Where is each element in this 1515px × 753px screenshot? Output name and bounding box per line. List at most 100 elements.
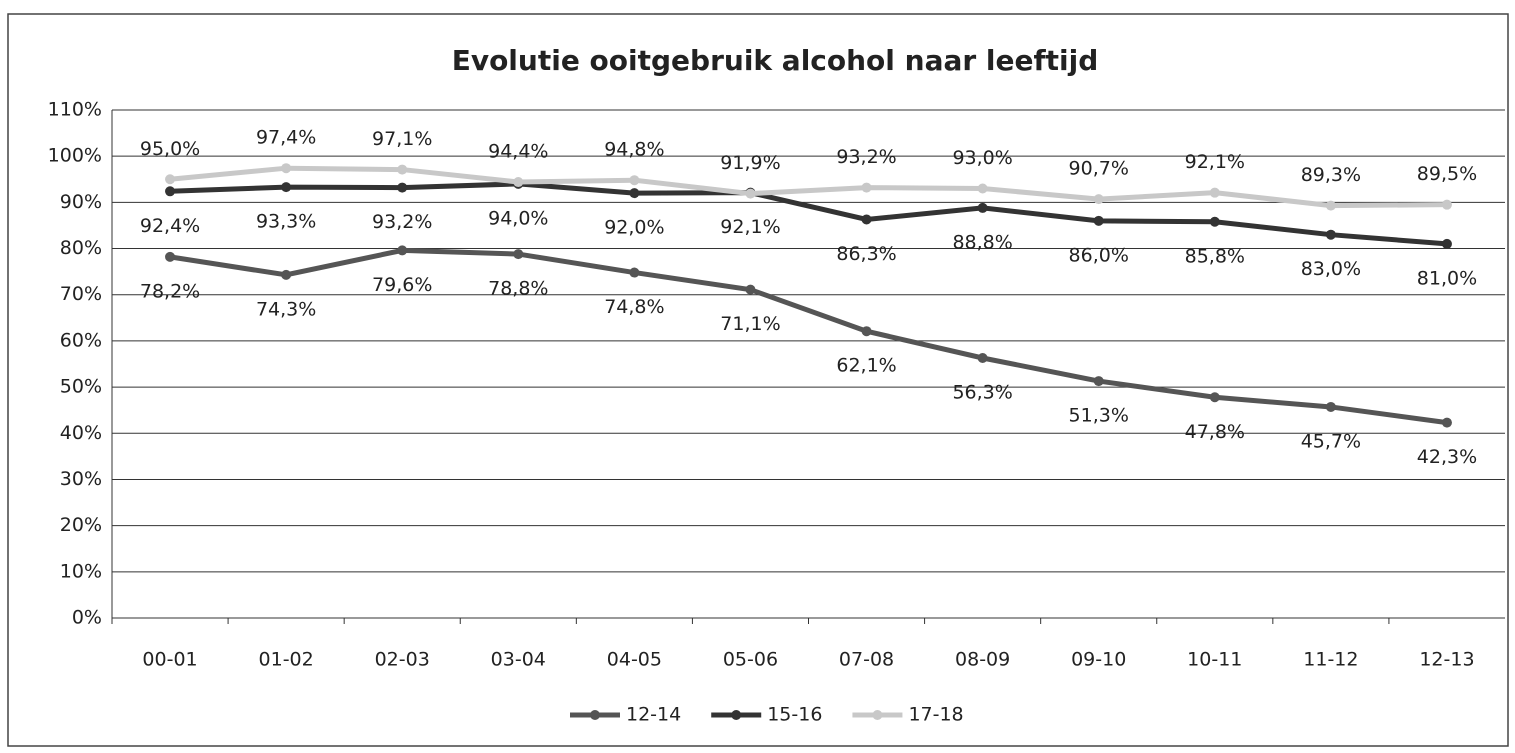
data-point — [1441, 199, 1452, 210]
y-tick-label: 90% — [60, 191, 102, 213]
data-point — [513, 249, 524, 260]
data-label: 42,3% — [1417, 446, 1477, 468]
data-point — [397, 164, 408, 175]
data-label: 95,0% — [140, 138, 200, 160]
data-label: 92,1% — [1185, 151, 1245, 173]
data-label: 92,4% — [140, 215, 200, 237]
x-tick-label: 02-03 — [375, 649, 430, 671]
data-label: 71,1% — [720, 313, 780, 335]
legend-marker — [590, 710, 600, 720]
y-tick-label: 110% — [48, 99, 102, 121]
data-label: 97,1% — [372, 128, 432, 150]
data-point — [1093, 215, 1104, 226]
data-label: 74,3% — [256, 298, 316, 320]
data-point — [397, 245, 408, 256]
x-tick-label: 07-08 — [839, 649, 894, 671]
data-label: 89,5% — [1417, 163, 1477, 185]
x-tick-label: 01-02 — [259, 649, 314, 671]
data-label: 93,3% — [256, 211, 316, 233]
data-label: 89,3% — [1301, 164, 1361, 186]
y-tick-label: 100% — [48, 145, 102, 167]
x-tick-label: 09-10 — [1071, 649, 1126, 671]
data-label: 56,3% — [952, 381, 1012, 403]
y-tick-label: 50% — [60, 376, 102, 398]
chart-border — [7, 13, 1509, 747]
data-point — [1441, 238, 1452, 249]
x-tick-label: 04-05 — [607, 649, 662, 671]
data-label: 94,0% — [488, 207, 548, 229]
y-tick-label: 70% — [60, 283, 102, 305]
data-label: 62,1% — [836, 355, 896, 377]
y-tick-label: 0% — [72, 607, 102, 629]
data-point — [1209, 392, 1220, 403]
data-point — [1325, 401, 1336, 412]
data-point — [281, 163, 292, 174]
data-point — [629, 267, 640, 278]
data-point — [165, 174, 176, 185]
y-tick-label: 30% — [60, 468, 102, 490]
x-tick-label: 08-09 — [955, 649, 1010, 671]
data-point — [977, 352, 988, 363]
data-point — [1209, 187, 1220, 198]
data-point — [1325, 200, 1336, 211]
x-tick-label: 05-06 — [723, 649, 778, 671]
data-point — [1093, 376, 1104, 387]
data-label: 81,0% — [1417, 267, 1477, 289]
data-point — [165, 251, 176, 262]
data-point — [513, 177, 524, 188]
x-tick-label: 11-12 — [1303, 649, 1358, 671]
data-label: 86,0% — [1069, 244, 1129, 266]
series-line — [169, 247, 1448, 426]
legend-label: 15-16 — [767, 704, 822, 726]
legend-label: 17-18 — [908, 704, 963, 726]
data-label: 94,8% — [604, 139, 664, 161]
data-point — [281, 182, 292, 193]
data-label: 79,6% — [372, 274, 432, 296]
chart-title: Evolutie ooitgebruik alcohol naar leefti… — [452, 44, 1099, 77]
data-label: 78,8% — [488, 278, 548, 300]
data-label: 93,0% — [952, 147, 1012, 169]
data-label: 85,8% — [1185, 245, 1245, 267]
y-tick-label: 10% — [60, 560, 102, 582]
legend-label: 12-14 — [626, 704, 681, 726]
y-tick-label: 20% — [60, 514, 102, 536]
data-label: 45,7% — [1301, 430, 1361, 452]
x-tick-label: 00-01 — [142, 649, 197, 671]
data-label: 86,3% — [836, 243, 896, 265]
data-label: 90,7% — [1069, 158, 1129, 180]
x-tick-label: 10-11 — [1187, 649, 1242, 671]
y-tick-label: 40% — [60, 422, 102, 444]
data-point — [1093, 194, 1104, 205]
data-label: 93,2% — [372, 211, 432, 233]
legend-marker — [731, 710, 742, 720]
data-point — [281, 269, 292, 280]
data-point — [977, 202, 988, 213]
data-label: 92,1% — [720, 216, 780, 238]
data-label: 91,9% — [720, 152, 780, 174]
x-tick-label: 12-13 — [1419, 649, 1474, 671]
x-tick-label: 03-04 — [491, 649, 546, 671]
data-point — [397, 182, 408, 193]
data-point — [861, 214, 872, 225]
data-label: 83,0% — [1301, 258, 1361, 280]
data-point — [977, 183, 988, 194]
series-line — [169, 181, 1448, 247]
data-label: 74,8% — [604, 296, 664, 318]
data-point — [861, 326, 872, 337]
data-point — [165, 186, 176, 197]
data-point — [629, 188, 640, 199]
data-label: 88,8% — [952, 231, 1012, 253]
data-label: 92,0% — [604, 217, 664, 239]
data-label: 93,2% — [836, 146, 896, 168]
y-tick-label: 60% — [60, 329, 102, 351]
legend-marker — [872, 710, 883, 720]
y-tick-label: 80% — [60, 237, 102, 259]
data-point — [1325, 229, 1336, 240]
data-label: 94,4% — [488, 141, 548, 163]
data-label: 47,8% — [1185, 421, 1245, 443]
data-point — [1209, 216, 1220, 227]
data-label: 97,4% — [256, 127, 316, 149]
data-point — [1441, 417, 1452, 428]
